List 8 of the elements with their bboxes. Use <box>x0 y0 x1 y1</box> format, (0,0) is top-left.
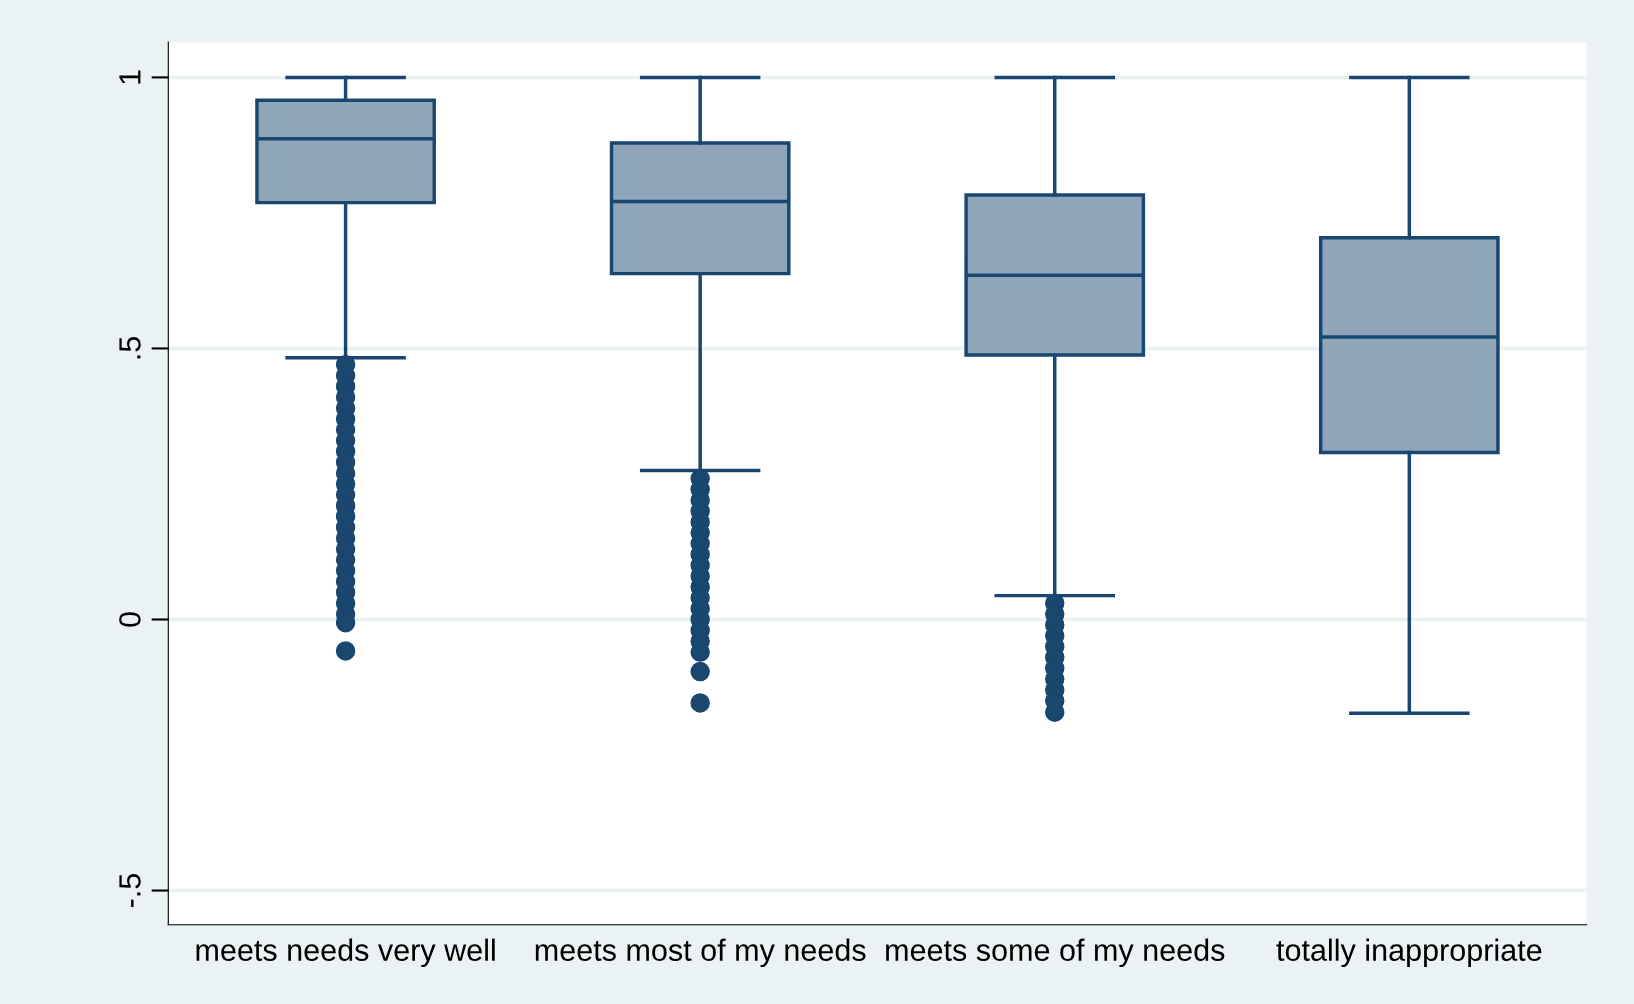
x-tick-label: meets needs very well <box>196 938 495 968</box>
x-tick-label: meets some of my needs <box>886 938 1225 968</box>
y-tick-label: 0 <box>119 612 141 627</box>
x-tick-label: meets most of my needs <box>535 938 866 968</box>
y-tick-label: -.5 <box>119 873 141 907</box>
y-tick-label: .5 <box>119 336 141 359</box>
y-tick-label: 1 <box>119 70 141 84</box>
x-tick-label: totally inappropriate <box>1276 938 1542 968</box>
